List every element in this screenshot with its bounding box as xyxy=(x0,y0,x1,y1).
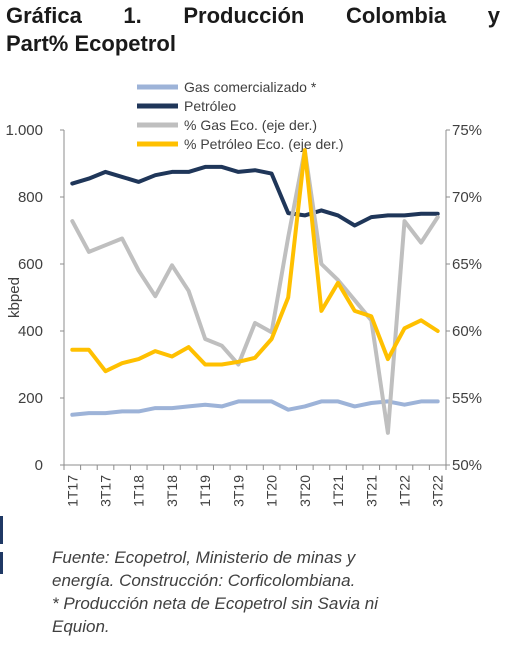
x-tick-label: 3T20 xyxy=(297,475,313,507)
legend-label-2: Petróleo xyxy=(184,98,236,114)
chart-title-line-1: Gráfica 1. Producción Colombia y xyxy=(6,3,500,28)
production-chart: Gas comercializado * Petróleo % Gas Eco. (… xyxy=(5,79,482,507)
x-tick-label: 3T21 xyxy=(363,475,379,507)
x-tick-label: 1T21 xyxy=(330,475,346,507)
y-left-tick-label: 200 xyxy=(18,390,43,407)
y-right-tick-label: 50% xyxy=(452,457,482,474)
x-tick-label: 1T18 xyxy=(131,475,147,507)
left-accent-rule-bottom xyxy=(0,552,3,574)
y-right-tick-label: 60% xyxy=(452,323,482,340)
legend-label-3: % Gas Eco. (eje der.) xyxy=(184,117,317,133)
series-line-4 xyxy=(70,148,440,374)
y-axis-title: kbped xyxy=(6,277,23,318)
chart-title-line-2: Part% Ecopetrol xyxy=(6,31,176,56)
x-tick-label: 1T19 xyxy=(197,475,213,507)
y-left-tick-label: 400 xyxy=(18,323,43,340)
legend-label-4: % Petróleo Eco. (eje der.) xyxy=(184,136,344,152)
y-left-tick-label: 0 xyxy=(35,457,43,474)
chart-title: Gráfica 1. Producción Colombia y Part% E… xyxy=(6,2,500,58)
x-tick-label: 1T17 xyxy=(64,475,80,507)
y-right-tick-label: 55% xyxy=(452,390,482,407)
left-accent-rule-top xyxy=(0,516,3,544)
chart-legend: Gas comercializado * Petróleo % Gas Eco. (… xyxy=(137,79,344,152)
chart-axes: 0 200 400 600 800 1.000 50% 55% 60% 65% 70% 75% kbpe… xyxy=(5,122,482,507)
source-line-1: Fuente: Ecopetrol, Ministerio de minas y xyxy=(52,548,356,567)
source-line-4: Equion. xyxy=(52,617,110,636)
x-tick-label: 1T22 xyxy=(396,475,412,507)
x-tick-label: 3T19 xyxy=(230,475,246,507)
x-tick-label: 3T18 xyxy=(164,475,180,507)
source-note: Fuente: Ecopetrol, Ministerio de minas y… xyxy=(52,546,472,638)
y-right-tick-label: 70% xyxy=(452,189,482,206)
legend-label-1: Gas comercializado * xyxy=(184,79,317,95)
series-line-2 xyxy=(70,164,440,228)
source-line-2: energía. Construcción: Corficolombiana. xyxy=(52,571,356,590)
x-tick-label: 3T22 xyxy=(430,475,446,507)
x-tick-label: 1T20 xyxy=(264,475,280,507)
series-line-3 xyxy=(70,148,440,435)
y-left-tick-label: 600 xyxy=(18,256,43,273)
y-right-tick-label: 65% xyxy=(452,256,482,273)
series-line-1 xyxy=(70,399,440,417)
y-left-tick-label: 800 xyxy=(18,189,43,206)
source-line-3: * Producción neta de Ecopetrol sin Savia… xyxy=(52,594,379,613)
chart-series xyxy=(70,148,440,435)
y-right-tick-label: 75% xyxy=(452,122,482,139)
y-left-tick-label: 1.000 xyxy=(5,122,43,139)
x-tick-label: 3T17 xyxy=(98,475,114,507)
